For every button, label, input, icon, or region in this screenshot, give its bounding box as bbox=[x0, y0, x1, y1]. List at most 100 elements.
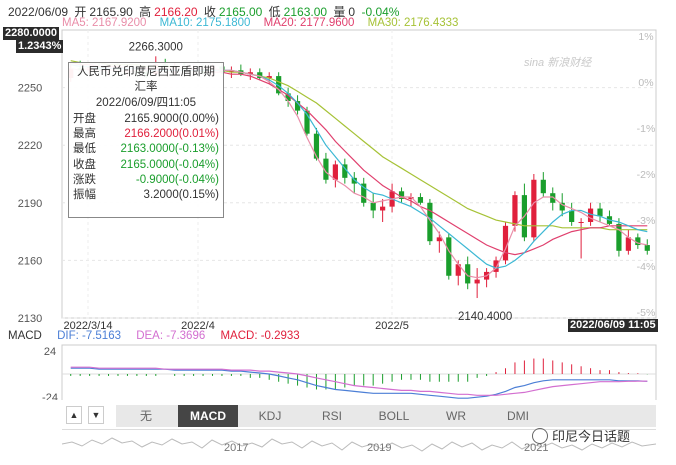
dif-line bbox=[70, 367, 648, 399]
tooltip-value: 2165.9000(0.00%) bbox=[124, 113, 219, 125]
tooltip-row: 收盘 2165.0000(-0.04%) bbox=[73, 158, 219, 173]
high-value: 2166.20 bbox=[154, 5, 198, 19]
tooltip-key: 振幅 bbox=[73, 189, 96, 202]
candle-body bbox=[323, 158, 329, 180]
nav-year-label: 2017 bbox=[224, 442, 249, 454]
tooltip-key: 收盘 bbox=[73, 158, 96, 171]
low-annotation: 2140.4000 bbox=[458, 311, 512, 323]
tab-dmi[interactable]: DMI bbox=[507, 409, 529, 423]
candle-body bbox=[342, 164, 348, 178]
dea-value: DEA: -7.3696 bbox=[136, 330, 206, 342]
y-right-tick-label: 1% bbox=[638, 31, 653, 43]
candle-body bbox=[313, 133, 320, 159]
tooltip-key: 涨跌 bbox=[73, 173, 96, 186]
candle-body bbox=[380, 206, 386, 211]
candle-body bbox=[578, 222, 584, 223]
candle-body bbox=[455, 264, 461, 276]
tab-macd[interactable]: MACD bbox=[178, 405, 238, 427]
tab-none[interactable]: 无 bbox=[139, 409, 152, 423]
candle-body bbox=[276, 76, 282, 94]
candle-body bbox=[257, 72, 263, 78]
candle-body bbox=[587, 208, 594, 222]
open-value: 2165.90 bbox=[89, 5, 133, 19]
volume-label: 量 bbox=[333, 5, 346, 19]
tab-wr[interactable]: WR bbox=[446, 409, 466, 423]
tooltip-key: 最高 bbox=[73, 128, 96, 141]
high-label: 高 bbox=[139, 5, 152, 19]
ma20-label: MA20: 2177.9600 bbox=[263, 17, 355, 29]
ma10-label: MA10: 2175.1800 bbox=[159, 17, 251, 29]
x-tick-label: 2022/3/14 bbox=[64, 320, 113, 332]
candle-body bbox=[436, 237, 442, 242]
scroll-right-button[interactable]: ▼ bbox=[88, 406, 104, 424]
ohlc-tooltip: 人民币兑印度尼西亚盾即期汇率 2022/06/09/四11:05 开盘 2165.… bbox=[68, 62, 224, 218]
close-label: 收 bbox=[203, 5, 216, 19]
tooltip-value: 2166.2000(0.01%) bbox=[124, 128, 219, 141]
y-right-tick-label: -1% bbox=[637, 123, 656, 135]
quote-date: 2022/06/09 bbox=[8, 5, 69, 19]
candle-body bbox=[285, 93, 291, 102]
tab-boll[interactable]: BOLL bbox=[378, 409, 410, 423]
tooltip-key: 最低 bbox=[73, 143, 96, 156]
tooltip-key: 开盘 bbox=[73, 113, 96, 125]
candle-body bbox=[597, 208, 603, 217]
price-badge: 2280.0000 bbox=[3, 27, 59, 40]
close-value: 2165.00 bbox=[218, 5, 263, 19]
macd-value: MACD: -0.2933 bbox=[220, 330, 300, 342]
change-value: -0.04% bbox=[361, 5, 400, 19]
dea-line bbox=[70, 366, 648, 396]
candle-body bbox=[559, 202, 565, 211]
y-tick-label: 2190 bbox=[18, 198, 42, 210]
y-tick-label: 2130 bbox=[18, 313, 42, 325]
low-value: 2163.00 bbox=[283, 5, 328, 19]
candle-body bbox=[408, 197, 414, 199]
candle-body bbox=[332, 164, 338, 180]
candle-body bbox=[465, 264, 471, 284]
ma-legend: MA5: 2167.9200 MA10: 2175.1800 MA20: 217… bbox=[62, 17, 468, 29]
candle-body bbox=[644, 245, 650, 251]
nav-year-label: 2019 bbox=[367, 442, 392, 454]
y-tick-label: 2160 bbox=[18, 255, 42, 267]
macd-title: MACD bbox=[8, 330, 42, 342]
scroll-left-button[interactable]: ▲ bbox=[66, 406, 82, 424]
open-label: 开 bbox=[74, 5, 87, 19]
y-right-tick-label: -2% bbox=[637, 169, 656, 181]
candle-body bbox=[569, 210, 575, 222]
indicator-tabs: 无 MACD KDJ RSI BOLL WR DMI bbox=[116, 405, 656, 427]
tooltip-row: 涨跌 -0.9000(-0.04%) bbox=[73, 173, 219, 188]
tooltip-value: 3.2000(0.15%) bbox=[143, 189, 219, 202]
tooltip-datetime: 2022/06/09/四11:05 bbox=[95, 97, 197, 109]
tooltip-value: 2165.0000(-0.04%) bbox=[120, 158, 219, 171]
tab-kdj[interactable]: KDJ bbox=[258, 409, 282, 423]
candle-body bbox=[446, 237, 452, 276]
x-tick-label: 2022/4 bbox=[181, 320, 215, 332]
low-label: 低 bbox=[268, 5, 281, 19]
candle-body bbox=[625, 237, 631, 251]
percent-badge: 1.2343% bbox=[16, 40, 64, 53]
tooltip-value: -0.9000(-0.04%) bbox=[135, 173, 219, 186]
candle-body bbox=[361, 183, 367, 203]
candle-body bbox=[247, 72, 253, 75]
ma30-label: MA30: 2176.4333 bbox=[367, 17, 459, 29]
candle-body bbox=[370, 202, 376, 211]
dif-value: DIF: -7.5163 bbox=[57, 330, 121, 342]
x-tick-label: 2022/5 bbox=[375, 320, 409, 332]
time-navigator[interactable]: 2017 2019 2021 bbox=[62, 429, 656, 461]
volume-value: 0 bbox=[348, 5, 356, 19]
candle-body bbox=[493, 260, 499, 272]
candle-body bbox=[266, 76, 272, 78]
tooltip-row: 最低 2163.0000(-0.13%) bbox=[73, 142, 219, 157]
candle-body bbox=[550, 193, 556, 203]
candle-body bbox=[635, 237, 641, 246]
wechat-icon bbox=[532, 428, 548, 444]
candle-body bbox=[351, 177, 357, 184]
tab-rsi[interactable]: RSI bbox=[321, 409, 342, 423]
y-tick-label: 2250 bbox=[18, 83, 42, 95]
sina-watermark: sina 新浪财经 bbox=[524, 57, 592, 69]
y-right-tick-label: -3% bbox=[637, 215, 656, 227]
y-right-tick-label: -5% bbox=[637, 307, 656, 319]
brand-label: 印尼今日话题 bbox=[532, 426, 630, 445]
candle-body bbox=[228, 70, 235, 73]
